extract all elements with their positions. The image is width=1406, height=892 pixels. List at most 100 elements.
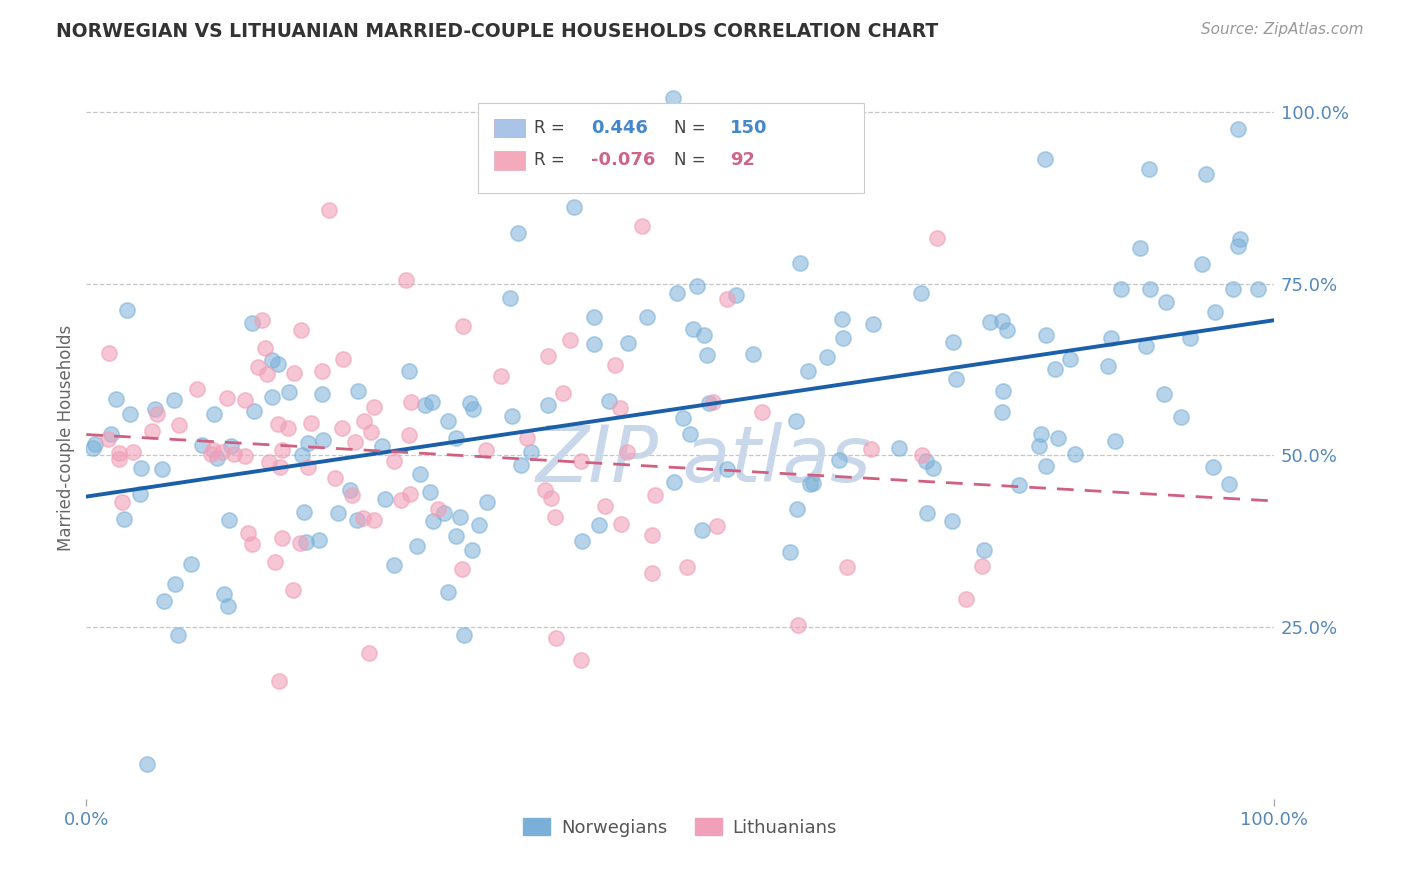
Point bbox=[991, 405, 1014, 419]
Point bbox=[664, 475, 686, 489]
Point bbox=[256, 367, 278, 381]
Point bbox=[120, 407, 142, 421]
Point bbox=[1059, 352, 1081, 367]
Point bbox=[832, 330, 855, 344]
Point bbox=[537, 398, 560, 412]
Point bbox=[979, 315, 1001, 329]
Point bbox=[617, 335, 640, 350]
Point bbox=[205, 451, 228, 466]
Point bbox=[609, 401, 631, 415]
Point bbox=[290, 536, 312, 550]
Point bbox=[1129, 241, 1152, 255]
Point bbox=[271, 531, 294, 545]
Point bbox=[1170, 410, 1192, 425]
Point bbox=[450, 562, 472, 576]
Point bbox=[308, 533, 330, 547]
Point bbox=[240, 537, 263, 551]
Point bbox=[610, 517, 633, 532]
Point bbox=[616, 445, 638, 459]
Point bbox=[297, 460, 319, 475]
Point bbox=[582, 336, 605, 351]
Point bbox=[785, 414, 807, 428]
Point bbox=[166, 628, 188, 642]
Point bbox=[911, 448, 934, 462]
Point bbox=[922, 461, 945, 475]
Point bbox=[446, 529, 468, 543]
Point bbox=[419, 485, 441, 500]
Point bbox=[724, 288, 747, 302]
Point bbox=[537, 349, 560, 363]
Point bbox=[1153, 387, 1175, 401]
Point bbox=[860, 442, 883, 456]
Point bbox=[145, 407, 167, 421]
Point bbox=[217, 599, 239, 613]
Point bbox=[789, 256, 811, 270]
Point bbox=[1139, 282, 1161, 296]
Point bbox=[437, 414, 460, 428]
Point bbox=[406, 540, 429, 554]
Point bbox=[328, 507, 350, 521]
Text: R =: R = bbox=[534, 119, 569, 137]
Point bbox=[129, 486, 152, 500]
Point bbox=[706, 519, 728, 533]
Point bbox=[451, 319, 474, 334]
Point bbox=[887, 442, 910, 456]
Point bbox=[283, 366, 305, 380]
Point bbox=[1227, 121, 1250, 136]
Point bbox=[152, 594, 174, 608]
Point bbox=[582, 310, 605, 324]
Point bbox=[186, 382, 208, 396]
Point bbox=[141, 424, 163, 438]
Text: -0.076: -0.076 bbox=[591, 152, 655, 169]
Point bbox=[741, 347, 763, 361]
Point bbox=[233, 449, 256, 463]
Point bbox=[291, 448, 314, 462]
Point bbox=[163, 576, 186, 591]
Point bbox=[1064, 447, 1087, 461]
Point bbox=[603, 358, 626, 372]
Point bbox=[1033, 153, 1056, 167]
Point bbox=[83, 437, 105, 451]
Point bbox=[332, 352, 354, 367]
Point bbox=[264, 555, 287, 569]
Point bbox=[461, 543, 484, 558]
Point bbox=[544, 631, 567, 645]
Point bbox=[242, 404, 264, 418]
Point bbox=[945, 372, 967, 386]
Point bbox=[260, 390, 283, 404]
Text: R =: R = bbox=[534, 152, 569, 169]
Point bbox=[475, 443, 498, 458]
Point bbox=[799, 477, 821, 491]
Point bbox=[311, 364, 333, 378]
Point bbox=[458, 396, 481, 410]
Point bbox=[323, 471, 346, 485]
Point bbox=[382, 558, 405, 573]
Point bbox=[1202, 459, 1225, 474]
Point bbox=[374, 492, 396, 507]
Point bbox=[993, 384, 1015, 398]
Point bbox=[815, 350, 838, 364]
Point bbox=[290, 323, 312, 337]
Text: NORWEGIAN VS LITHUANIAN MARRIED-COUPLE HOUSEHOLDS CORRELATION CHART: NORWEGIAN VS LITHUANIAN MARRIED-COUPLE H… bbox=[56, 22, 938, 41]
Point bbox=[353, 415, 375, 429]
Point bbox=[991, 313, 1014, 327]
Point bbox=[82, 441, 104, 455]
Point bbox=[111, 494, 134, 508]
Point bbox=[1028, 439, 1050, 453]
Point bbox=[571, 533, 593, 548]
Point bbox=[409, 467, 432, 481]
Point bbox=[672, 411, 695, 425]
Point bbox=[422, 514, 444, 528]
Point bbox=[250, 312, 273, 326]
Point bbox=[644, 488, 666, 502]
Point bbox=[751, 405, 773, 419]
Point bbox=[340, 488, 363, 502]
Point bbox=[499, 291, 522, 305]
Point bbox=[1046, 431, 1069, 445]
Point bbox=[136, 757, 159, 772]
Point bbox=[233, 392, 256, 407]
Text: 150: 150 bbox=[730, 119, 768, 137]
Point bbox=[1218, 476, 1240, 491]
Point bbox=[436, 585, 458, 599]
Point bbox=[347, 384, 370, 399]
